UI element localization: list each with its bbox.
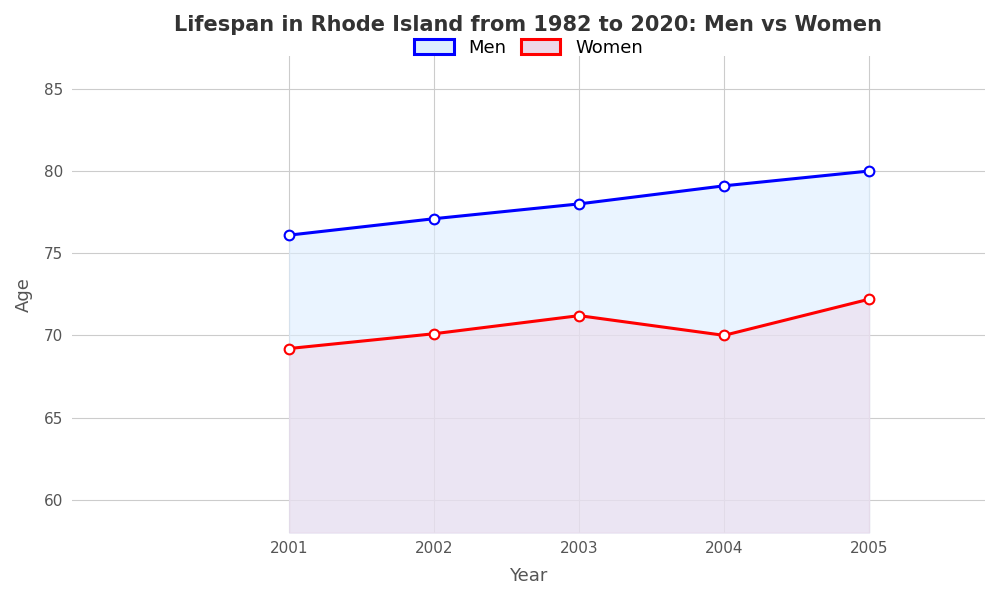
X-axis label: Year: Year	[509, 567, 548, 585]
Legend: Men, Women: Men, Women	[407, 32, 650, 64]
Y-axis label: Age: Age	[15, 277, 33, 312]
Title: Lifespan in Rhode Island from 1982 to 2020: Men vs Women: Lifespan in Rhode Island from 1982 to 20…	[174, 15, 882, 35]
